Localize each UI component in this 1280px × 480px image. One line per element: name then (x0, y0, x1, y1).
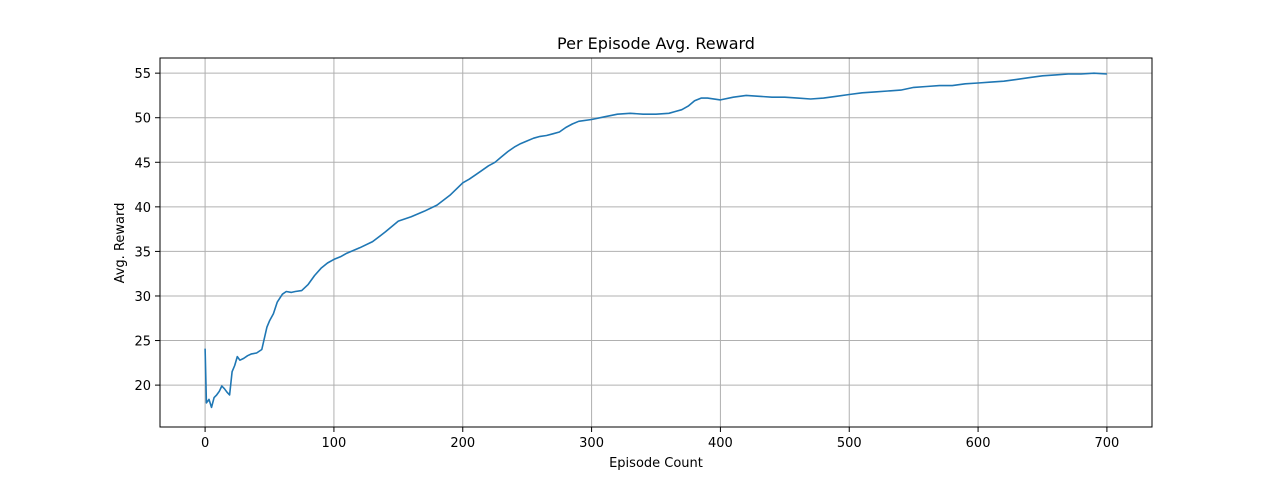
y-tick-label: 20 (134, 379, 151, 394)
plot-frame (159, 57, 1153, 428)
x-tick-label: 700 (1094, 436, 1119, 451)
x-tick-label: 600 (966, 436, 991, 451)
chart-title: Per Episode Avg. Reward (557, 34, 755, 53)
x-tick-label: 200 (450, 436, 475, 451)
y-tick-label: 30 (134, 290, 151, 305)
x-axis-label: Episode Count (609, 456, 703, 471)
y-tick-label: 40 (134, 201, 151, 216)
x-tick-label: 500 (837, 436, 862, 451)
x-tick-label: 300 (579, 436, 604, 451)
y-axis-label: Avg. Reward (113, 203, 128, 284)
y-tick-label: 45 (134, 156, 151, 171)
x-tick-label: 400 (708, 436, 733, 451)
x-tick-label: 0 (201, 436, 209, 451)
x-tick-label: 100 (322, 436, 347, 451)
y-tick-label: 35 (134, 245, 151, 260)
y-tick-label: 55 (134, 67, 151, 82)
ticks: 0 100 200 300 400 500 600 700 20 25 30 35 40 45 50 55 (134, 67, 1119, 451)
reward-line (204, 72, 1107, 409)
series-layer (204, 72, 1107, 409)
y-tick-label: 50 (134, 112, 151, 127)
plot-area (160, 58, 1152, 427)
y-tick-label: 25 (134, 335, 151, 350)
gridlines (160, 58, 1152, 427)
